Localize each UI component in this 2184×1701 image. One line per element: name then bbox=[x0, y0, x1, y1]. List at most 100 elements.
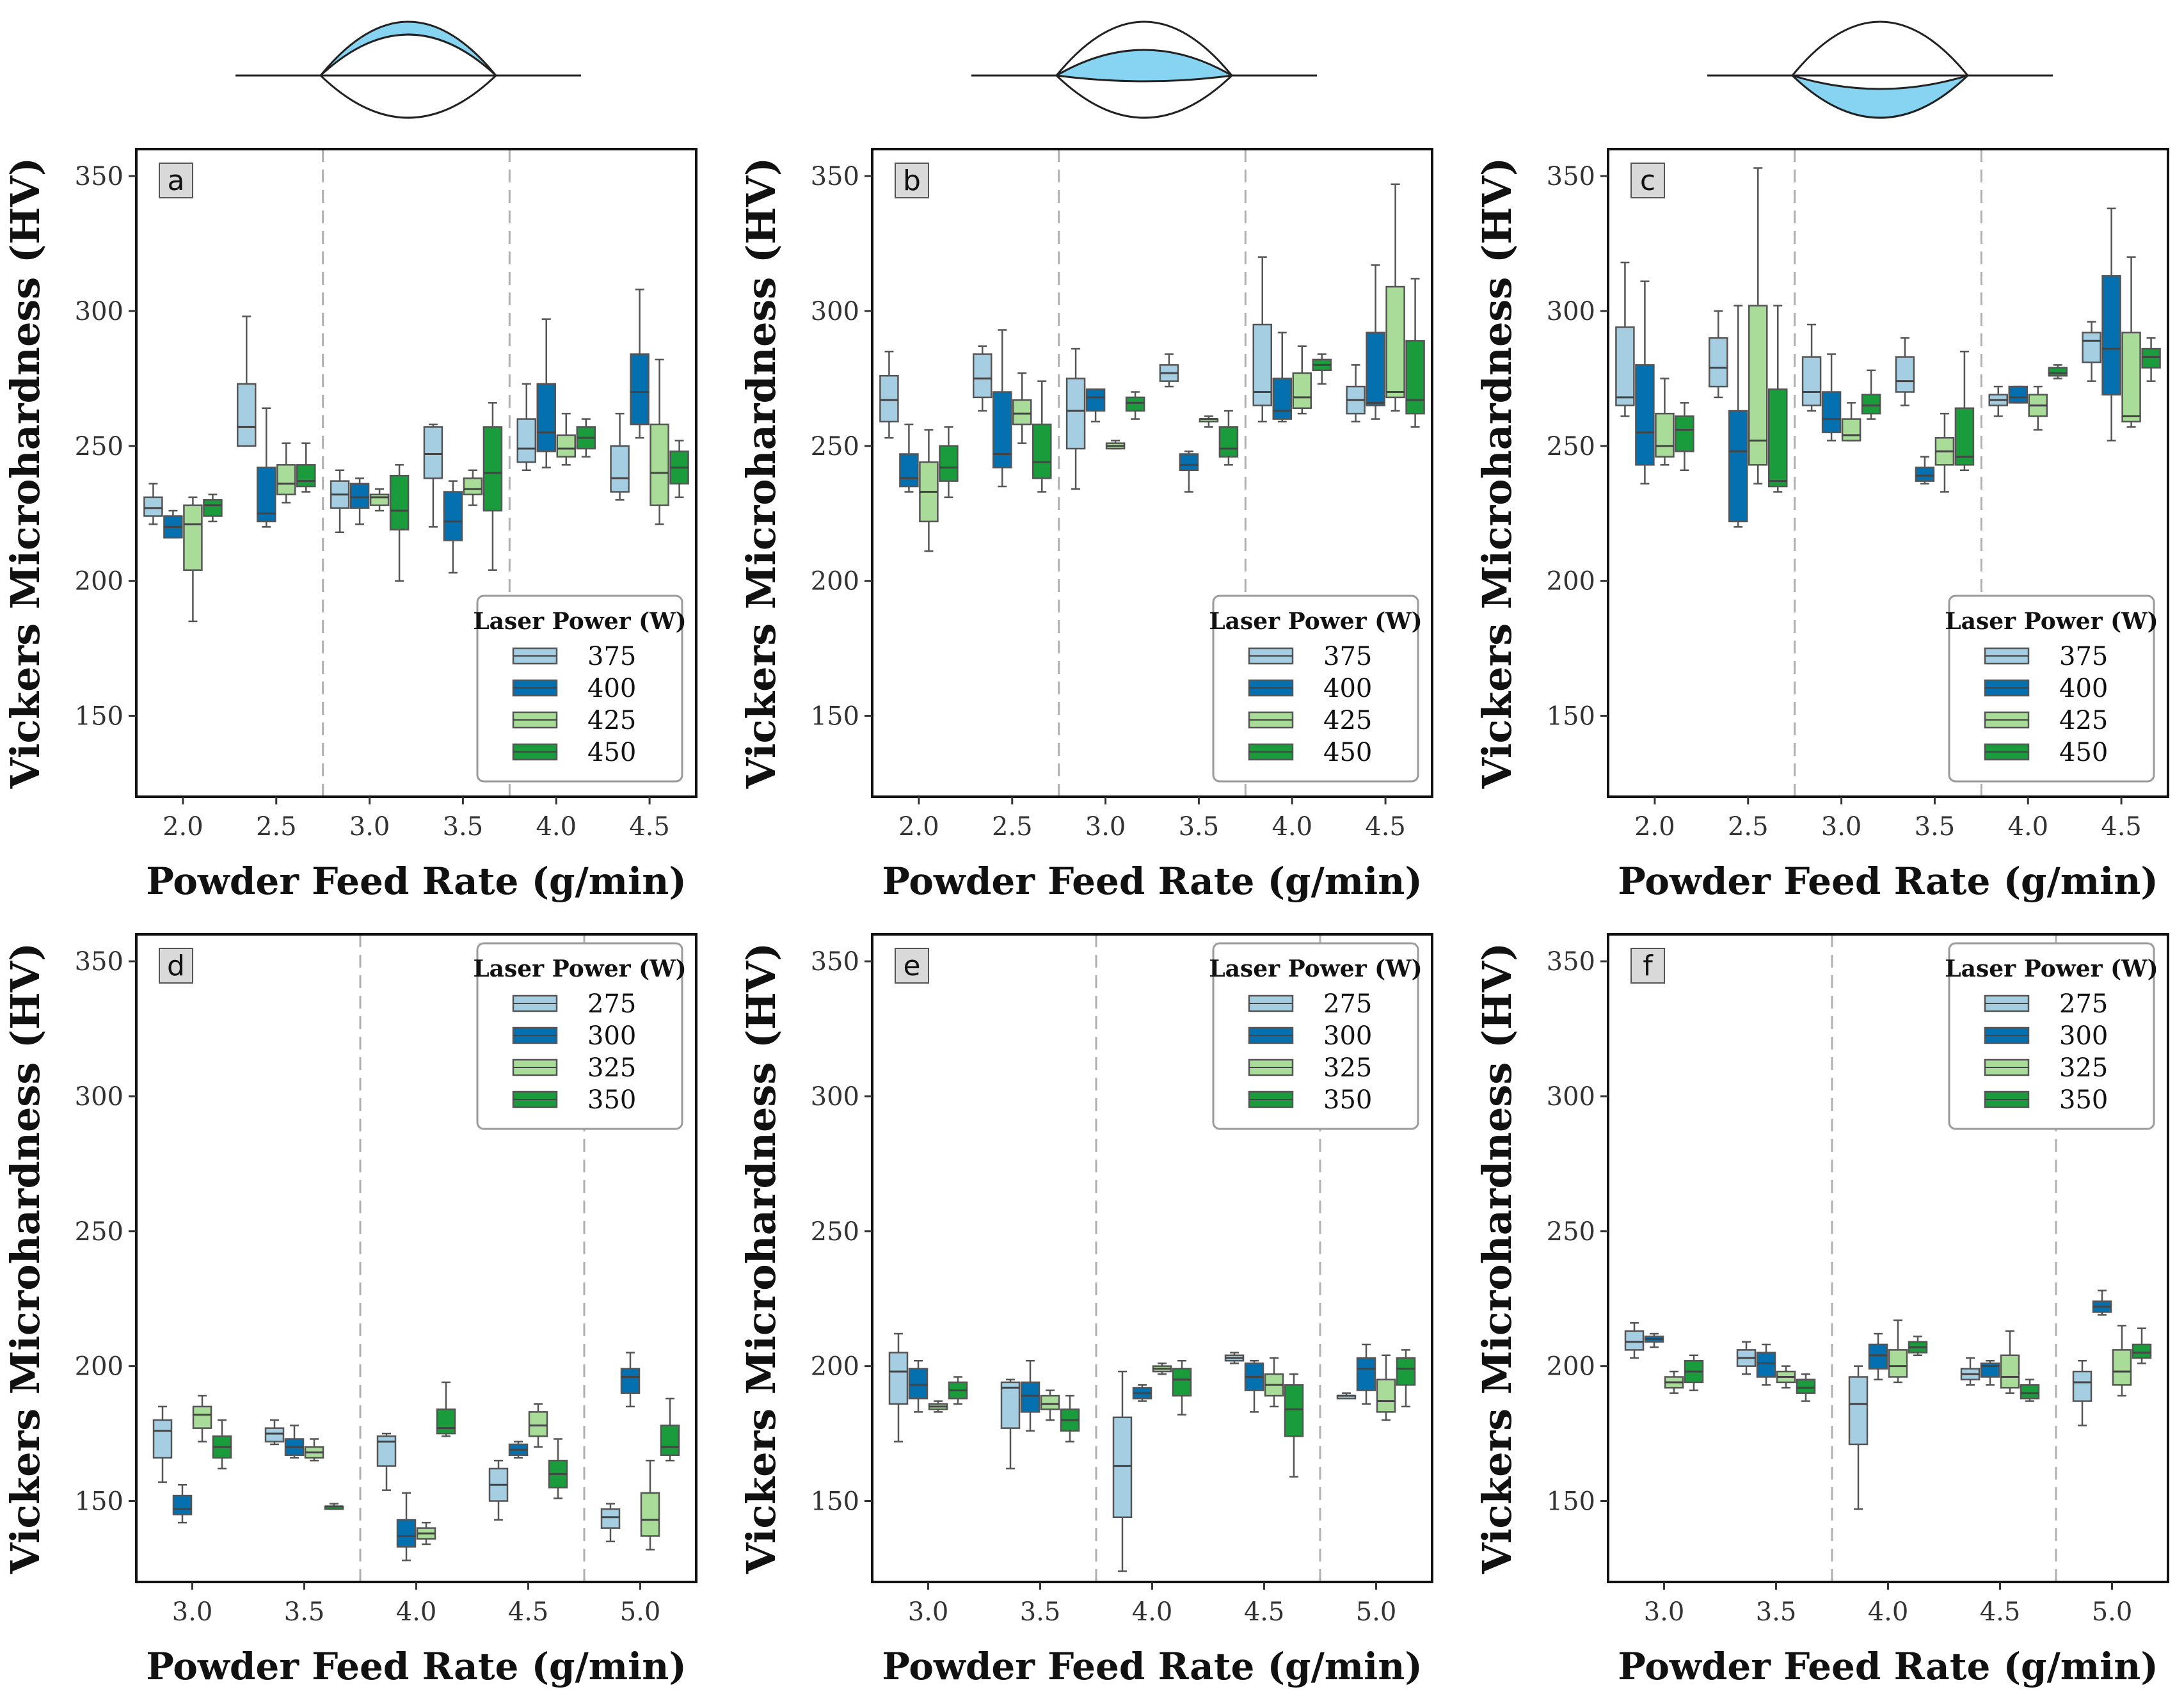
legend-entry: 275 bbox=[587, 989, 636, 1019]
box-d-4.0-275 bbox=[376, 1432, 397, 1491]
box-f-3.0-275 bbox=[1624, 1322, 1645, 1359]
y-tick-label: 250 bbox=[811, 1217, 859, 1247]
legend-entry: 400 bbox=[2059, 674, 2108, 703]
x-tick-label: 3.5 bbox=[1756, 1597, 1797, 1627]
x-tick-label: 3.5 bbox=[1179, 812, 1220, 842]
box-a-3.5-375 bbox=[423, 423, 443, 528]
legend-title: Laser Power (W) bbox=[1945, 608, 2158, 635]
legend-entry: 400 bbox=[1323, 674, 1372, 703]
box-d-4.5-325 bbox=[528, 1403, 548, 1448]
box-b-3.5-450 bbox=[1218, 410, 1239, 466]
y-tick-label: 250 bbox=[75, 1217, 124, 1247]
cross-section-icon-bottom bbox=[1707, 20, 2053, 119]
x-tick-label: 3.5 bbox=[1020, 1597, 1061, 1627]
box-a-2.0-450 bbox=[203, 493, 223, 523]
box-a-4.5-425 bbox=[650, 358, 669, 525]
x-tick-label: 3.5 bbox=[1915, 812, 1956, 842]
legend-title: Laser Power (W) bbox=[473, 608, 686, 635]
box-e-3.0-350 bbox=[948, 1376, 968, 1405]
y-tick-label: 350 bbox=[811, 947, 859, 977]
box-a-2.0-375 bbox=[143, 483, 163, 525]
box-b-2.0-375 bbox=[879, 351, 899, 439]
legend-entry: 425 bbox=[1323, 706, 1372, 735]
box-d-4.5-275 bbox=[488, 1460, 509, 1521]
panel-tag-e: e bbox=[895, 948, 929, 984]
y-axis-label: Vickers Microhardness (HV) bbox=[1474, 157, 1520, 789]
x-axis-label: Powder Feed Rate (g/min) bbox=[882, 1645, 1423, 1688]
legend-entry: 300 bbox=[587, 1021, 636, 1051]
box-a-3.0-450 bbox=[389, 464, 410, 582]
box-b-4.0-375 bbox=[1252, 256, 1272, 423]
panel-tag-d: d bbox=[159, 948, 193, 984]
box-a-4.0-425 bbox=[556, 412, 576, 466]
y-axis-label: Vickers Microhardness (HV) bbox=[1474, 943, 1520, 1574]
y-tick-label: 250 bbox=[1547, 432, 1595, 461]
legend-entry: 450 bbox=[587, 738, 636, 767]
box-c-2.0-375 bbox=[1615, 261, 1635, 417]
box-c-2.5-425 bbox=[1748, 167, 1768, 485]
box-c-2.5-450 bbox=[1768, 305, 1788, 493]
box-c-3.5-400 bbox=[1915, 456, 1935, 485]
box-a-3.5-400 bbox=[443, 480, 463, 574]
legend-entry: 350 bbox=[2059, 1085, 2108, 1115]
box-a-3.0-400 bbox=[349, 477, 370, 525]
box-a-3.0-425 bbox=[369, 488, 390, 512]
y-axis-label: Vickers Microhardness (HV) bbox=[738, 157, 785, 789]
box-c-4.0-425 bbox=[2028, 385, 2048, 431]
box-b-2.5-400 bbox=[992, 329, 1012, 488]
legend-a: Laser Power (W) 375 400 425 450 bbox=[473, 595, 687, 783]
x-tick-label: 3.0 bbox=[1644, 1597, 1685, 1627]
box-d-4.5-350 bbox=[548, 1438, 568, 1499]
box-c-4.5-425 bbox=[2121, 256, 2141, 428]
box-f-5.0-325 bbox=[2112, 1325, 2132, 1397]
x-tick-label: 2.5 bbox=[256, 812, 297, 842]
y-tick-label: 350 bbox=[1547, 162, 1595, 191]
box-f-4.0-275 bbox=[1848, 1365, 1869, 1510]
y-tick-label: 150 bbox=[811, 702, 859, 731]
box-d-4.0-325 bbox=[416, 1521, 436, 1545]
box-a-4.0-375 bbox=[516, 383, 536, 472]
box-c-2.0-400 bbox=[1635, 280, 1655, 485]
box-c-2.0-450 bbox=[1675, 402, 1694, 472]
y-tick-label: 350 bbox=[75, 162, 124, 191]
legend-entry: 425 bbox=[587, 706, 636, 735]
box-a-2.5-450 bbox=[296, 442, 316, 493]
legend-title: Laser Power (W) bbox=[1945, 955, 2158, 982]
svg-text:d: d bbox=[167, 950, 185, 982]
y-tick-label: 300 bbox=[75, 297, 124, 326]
panel-f: 150 200 250 300 350 3.0 3.5 4.0 4.5 5.0 Powder Fee… bbox=[1474, 933, 2169, 1688]
svg-text:c: c bbox=[1640, 164, 1655, 197]
y-tick-label: 350 bbox=[811, 162, 859, 191]
box-b-2.0-425 bbox=[919, 429, 939, 552]
panel-tag-f: f bbox=[1630, 948, 1665, 984]
x-axis-label: Powder Feed Rate (g/min) bbox=[1618, 859, 2158, 903]
y-tick-label: 250 bbox=[1547, 1217, 1595, 1247]
x-tick-label: 4.0 bbox=[396, 1597, 437, 1627]
box-d-3.0-300 bbox=[172, 1483, 193, 1524]
box-f-3.0-300 bbox=[1644, 1332, 1664, 1348]
box-f-4.0-300 bbox=[1868, 1332, 1888, 1380]
x-tick-label: 3.0 bbox=[908, 1597, 949, 1627]
box-e-4.0-300 bbox=[1132, 1384, 1152, 1402]
box-c-2.0-425 bbox=[1655, 378, 1675, 466]
y-tick-label: 150 bbox=[75, 1487, 124, 1517]
box-f-4.0-350 bbox=[1908, 1336, 1928, 1357]
box-a-4.5-375 bbox=[610, 412, 630, 501]
x-axis-label: Powder Feed Rate (g/min) bbox=[146, 859, 687, 903]
y-tick-label: 250 bbox=[811, 432, 859, 461]
svg-text:a: a bbox=[168, 164, 185, 197]
panel-tag-a: a bbox=[159, 163, 193, 198]
panel-tag-b: b bbox=[895, 163, 929, 198]
svg-text:e: e bbox=[903, 950, 920, 982]
box-e-3.5-300 bbox=[1020, 1359, 1040, 1432]
box-d-5.0-350 bbox=[660, 1398, 680, 1462]
x-axis-label: Powder Feed Rate (g/min) bbox=[1618, 1645, 2158, 1688]
x-tick-label: 3.0 bbox=[1821, 812, 1862, 842]
legend-entry: 375 bbox=[587, 642, 636, 671]
legend-entry: 300 bbox=[2059, 1021, 2108, 1051]
svg-text:b: b bbox=[903, 164, 921, 197]
box-e-4.5-300 bbox=[1244, 1359, 1264, 1413]
box-b-4.5-375 bbox=[1346, 364, 1366, 423]
